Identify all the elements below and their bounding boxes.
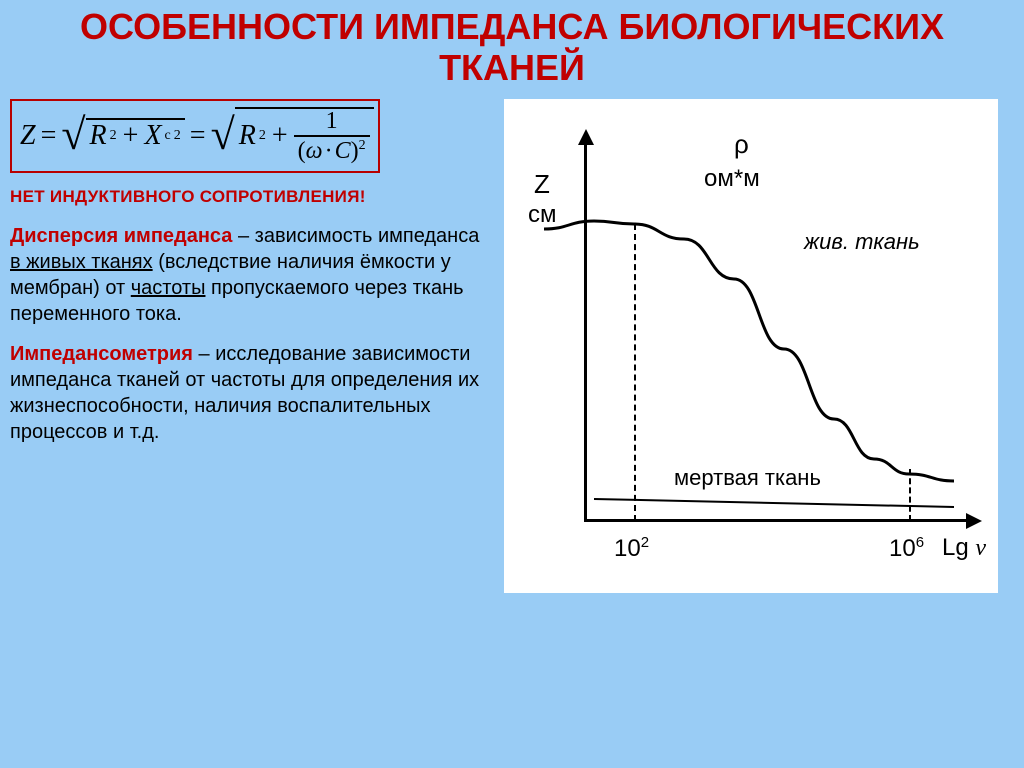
formula-lhs: Z	[20, 120, 36, 152]
C: C	[335, 138, 351, 164]
lp: (	[298, 138, 306, 164]
xlabel: Lg ν	[942, 534, 986, 562]
p1-t1: зависимость импеданса	[255, 225, 480, 247]
xlabel-lg: Lg	[942, 534, 969, 561]
plus1: +	[123, 120, 139, 152]
paragraph-dispersion: Дисперсия импеданса – зависимость импеда…	[10, 223, 490, 327]
impedance-chart: Z см ρ ом*м жив. ткань мертвая ткань 102…	[504, 99, 998, 593]
p1-u2: частоты	[131, 277, 206, 299]
right-column: Z см ρ ом*м жив. ткань мертвая ткань 102…	[504, 99, 998, 593]
radical-icon-2: √	[211, 120, 235, 151]
p2-dash: –	[193, 343, 215, 365]
Xc: c	[165, 128, 171, 144]
omega: ω	[306, 138, 323, 164]
sqrt2-body: R2 + 1 (ω·C)2	[235, 107, 374, 165]
live-tissue-curve	[504, 99, 998, 593]
xtick2-exp: 6	[916, 534, 924, 551]
dead-label: мертвая ткань	[674, 465, 821, 491]
content-row: Z = √ R2 + Xc2 = √ R2 +	[0, 99, 1024, 593]
slide-title: ОСОБЕННОСТИ ИМПЕДАНСА БИОЛОГИЧЕСКИХ ТКАН…	[0, 0, 1024, 99]
xlabel-nu: ν	[975, 535, 986, 561]
sqrt1-body: R2 + Xc2	[86, 118, 185, 154]
R1exp: 2	[110, 128, 117, 144]
term-impedometry: Импедансометрия	[10, 343, 193, 365]
R2: R	[239, 120, 256, 152]
formula: Z = √ R2 + Xc2 = √ R2 +	[20, 107, 370, 165]
formula-eq: =	[41, 120, 57, 152]
sqrt-2: √ R2 + 1 (ω·C)2	[211, 107, 374, 165]
fraction: 1 (ω·C)2	[294, 109, 370, 163]
xtick2-base: 10	[889, 535, 916, 562]
Xexp: 2	[174, 128, 181, 144]
R1: R	[90, 120, 107, 152]
rp: )	[351, 138, 359, 164]
dot: ·	[325, 138, 333, 164]
live-label: жив. ткань	[804, 229, 920, 255]
formula-box: Z = √ R2 + Xc2 = √ R2 +	[10, 99, 380, 173]
frac-den: (ω·C)2	[294, 135, 370, 163]
plus2: +	[272, 120, 288, 152]
formula-eq2: =	[190, 120, 206, 152]
radical-icon: √	[61, 120, 85, 151]
frac-num: 1	[322, 109, 342, 135]
den-exp: 2	[359, 138, 366, 153]
p1-u1: в живых тканях	[10, 251, 153, 273]
paragraph-impedometry: Импедансометрия – исследование зависимос…	[10, 341, 490, 445]
X1: X	[144, 120, 161, 152]
sqrt-1: √ R2 + Xc2	[61, 118, 184, 154]
term-dispersion: Дисперсия импеданса	[10, 225, 232, 247]
xtick1-exp: 2	[641, 534, 649, 551]
left-column: Z = √ R2 + Xc2 = √ R2 +	[10, 99, 490, 593]
xtick1-base: 10	[614, 535, 641, 562]
xtick-1: 102	[614, 534, 649, 563]
R2exp: 2	[259, 128, 266, 144]
xtick-2: 106	[889, 534, 924, 563]
warning-text: НЕТ ИНДУКТИВНОГО СОПРОТИВЛЕНИЯ!	[10, 187, 490, 207]
p1-dash: –	[232, 225, 254, 247]
